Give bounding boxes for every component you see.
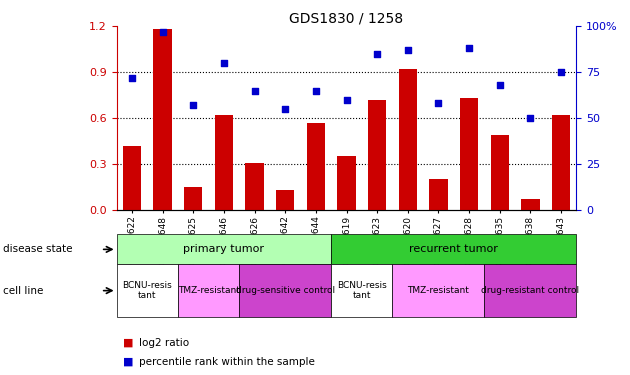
Bar [491,135,509,210]
Point [158,29,168,35]
Point [464,45,474,51]
Text: drug-resistant control: drug-resistant control [481,286,580,295]
Text: BCNU-resis
tant: BCNU-resis tant [337,281,387,300]
Bar [368,100,386,210]
Text: log2 ratio: log2 ratio [139,338,189,348]
Point [495,82,505,88]
Text: ■: ■ [123,357,134,367]
Bar [399,69,417,210]
Text: ■: ■ [123,338,134,348]
Point [188,102,198,108]
Text: percentile rank within the sample: percentile rank within the sample [139,357,314,367]
Point [372,51,382,57]
Text: primary tumor: primary tumor [183,244,265,254]
Bar [552,115,570,210]
Point [127,75,137,81]
Bar [184,187,202,210]
Point [433,100,444,106]
Point [525,115,536,121]
Bar [521,199,540,210]
Point [249,88,260,94]
Bar [153,29,172,210]
Text: TMZ-resistant: TMZ-resistant [178,286,239,295]
Text: drug-sensitive control: drug-sensitive control [236,286,335,295]
Text: cell line: cell line [3,286,43,296]
Bar [123,146,141,210]
Bar [245,162,264,210]
Bar [337,156,356,210]
Point [403,47,413,53]
Point [341,97,352,103]
Text: TMZ-resistant: TMZ-resistant [408,286,469,295]
Point [556,69,566,75]
Text: recurrent tumor: recurrent tumor [410,244,498,254]
Bar [276,190,294,210]
Bar [429,179,448,210]
Point [219,60,229,66]
Text: GDS1830 / 1258: GDS1830 / 1258 [289,11,404,25]
Text: BCNU-resis
tant: BCNU-resis tant [122,281,172,300]
Text: disease state: disease state [3,244,72,254]
Bar [215,115,233,210]
Bar [460,98,478,210]
Point [311,88,321,94]
Point [280,106,290,112]
Bar [307,123,325,210]
